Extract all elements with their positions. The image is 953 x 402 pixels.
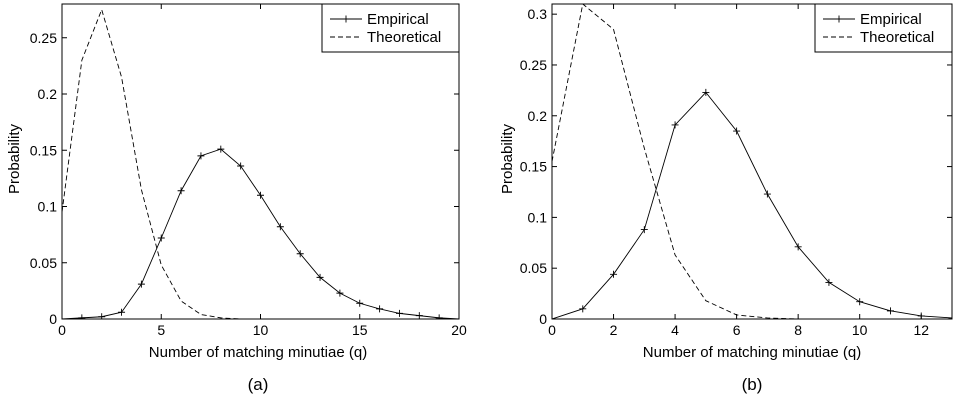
x-tick-label: 4: [671, 322, 679, 338]
y-axis-label-a: Probability: [6, 123, 23, 194]
panel-label-b: (b): [742, 375, 763, 394]
data-point-marker: [118, 308, 126, 316]
y-tick-label: 0.25: [30, 30, 57, 46]
series-empirical-a: [62, 145, 459, 319]
x-tick-label: 12: [913, 322, 929, 338]
data-point-marker: [237, 162, 245, 170]
series-theoretical-b: [552, 4, 952, 319]
legend-box: [321, 3, 460, 53]
x-tick-label: 8: [794, 322, 802, 338]
legend-marker: [342, 15, 350, 23]
legend-entry-label: Theoretical: [860, 29, 934, 46]
data-point-marker: [276, 223, 284, 231]
series-theoretical-a: [62, 8, 459, 319]
x-tick-label: 0: [548, 322, 556, 338]
y-tick-label: 0.1: [38, 199, 58, 215]
legend-entry-label: Empirical: [860, 11, 922, 28]
y-tick-label: 0: [539, 311, 547, 327]
data-point-marker: [579, 305, 587, 313]
y-tick-label: 0.2: [528, 108, 548, 124]
data-point-marker: [356, 299, 364, 307]
y-tick-label: 0.25: [520, 57, 547, 73]
x-axis-label-b: Number of matching minutiae (q): [643, 344, 861, 361]
data-point-marker: [217, 145, 225, 153]
y-tick-label: 0.15: [30, 142, 57, 158]
data-point-marker: [376, 305, 384, 313]
series-line: [62, 8, 459, 319]
data-point-marker: [671, 121, 679, 129]
data-point-marker: [435, 314, 443, 319]
x-tick-label: 10: [852, 322, 868, 338]
y-tick-label: 0.05: [520, 260, 547, 276]
data-point-marker: [296, 250, 304, 258]
data-point-marker: [336, 289, 344, 297]
y-tick-label: 0.05: [30, 255, 57, 271]
x-tick-label: 6: [733, 322, 741, 338]
data-point-marker: [917, 312, 925, 319]
data-point-marker: [640, 226, 648, 234]
y-axis-label-b: Probability: [499, 123, 516, 194]
series-empirical-b: [552, 88, 952, 319]
data-point-marker: [825, 278, 833, 286]
x-tick-label: 5: [157, 322, 165, 338]
panel-label-a: (a): [248, 375, 269, 394]
data-point-marker: [733, 127, 741, 135]
y-tick-label: 0.2: [38, 86, 58, 102]
data-point-marker: [856, 298, 864, 306]
data-point-marker: [415, 312, 423, 319]
data-point-marker: [316, 273, 324, 281]
legend-marker: [835, 15, 843, 23]
x-axis-label-a: Number of matching minutiae (q): [149, 344, 367, 361]
y-tick-label: 0: [49, 311, 57, 327]
series-line: [552, 4, 952, 319]
data-point-marker: [257, 191, 264, 199]
data-point-marker: [157, 234, 165, 242]
chart-panel-b: Probability Number of matching minutiae …: [499, 3, 953, 394]
data-point-marker: [197, 152, 205, 160]
legend-entry-label: Theoretical: [367, 29, 441, 46]
y-tick-label: 0.1: [528, 209, 548, 225]
y-tick-label: 0.15: [520, 159, 547, 175]
data-point-marker: [610, 270, 618, 278]
x-tick-label: 20: [451, 322, 467, 338]
legend-box: [814, 3, 953, 53]
x-tick-label: 15: [352, 322, 368, 338]
x-tick-label: 0: [58, 322, 66, 338]
data-point-marker: [137, 280, 145, 288]
chart-panel-a: Probability Number of matching minutiae …: [6, 3, 467, 394]
series-line: [62, 148, 459, 319]
data-point-marker: [763, 190, 771, 198]
y-tick-label: 0.3: [528, 6, 548, 22]
legend-entry-label: Empirical: [367, 11, 429, 28]
data-point-marker: [702, 88, 710, 96]
x-tick-label: 2: [610, 322, 618, 338]
data-point-marker: [98, 313, 106, 319]
data-point-marker: [395, 309, 403, 317]
series-line: [552, 91, 952, 319]
data-point-marker: [948, 314, 952, 319]
data-point-marker: [78, 314, 86, 319]
data-point-marker: [886, 307, 894, 315]
data-point-marker: [794, 243, 802, 251]
data-point-marker: [177, 187, 185, 195]
x-tick-label: 10: [253, 322, 269, 338]
